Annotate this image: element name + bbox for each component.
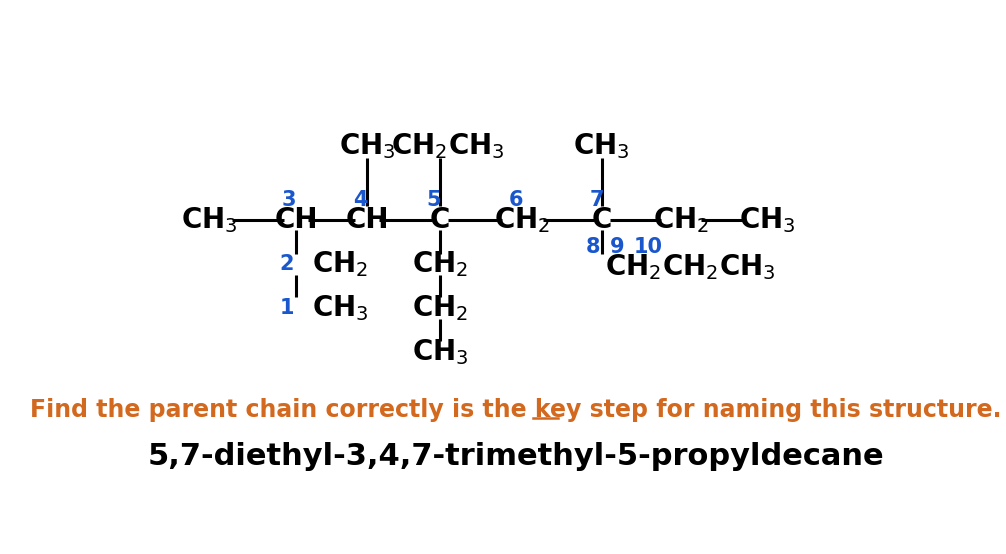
Text: CH$_3$: CH$_3$ (181, 205, 237, 234)
Text: 7: 7 (590, 189, 604, 210)
Text: CH$_3$: CH$_3$ (312, 294, 368, 323)
Text: 9: 9 (610, 238, 625, 258)
Text: CH$_3$: CH$_3$ (339, 132, 395, 161)
Text: CH$_3$: CH$_3$ (739, 205, 796, 234)
Text: CH: CH (275, 206, 318, 234)
Text: 5,7-diethyl-3,4,7-trimethyl-5-propyldecane: 5,7-diethyl-3,4,7-trimethyl-5-propyldeca… (147, 442, 884, 470)
Text: C: C (430, 206, 451, 234)
Text: CH$_2$CH$_3$: CH$_2$CH$_3$ (391, 132, 505, 161)
Text: CH$_2$: CH$_2$ (412, 249, 468, 279)
Text: 6: 6 (509, 189, 523, 210)
Text: 10: 10 (634, 238, 663, 258)
Text: CH: CH (345, 206, 388, 234)
Text: C: C (592, 206, 612, 234)
Text: CH$_2$: CH$_2$ (494, 205, 550, 234)
Text: CH$_2$: CH$_2$ (653, 205, 709, 234)
Text: 5: 5 (427, 189, 442, 210)
Text: CH$_3$: CH$_3$ (573, 132, 630, 161)
Text: CH$_3$: CH$_3$ (411, 337, 469, 367)
Text: CH$_2$: CH$_2$ (412, 294, 468, 323)
Text: 8: 8 (585, 238, 600, 258)
Text: Find the parent chain correctly is the key step for naming this structure.: Find the parent chain correctly is the k… (30, 398, 1001, 422)
Text: 3: 3 (281, 189, 296, 210)
Text: 4: 4 (353, 189, 368, 210)
Text: CH$_2$CH$_2$CH$_3$: CH$_2$CH$_2$CH$_3$ (605, 253, 776, 283)
Text: CH$_2$: CH$_2$ (312, 249, 368, 279)
Text: 2: 2 (280, 254, 294, 274)
Text: 1: 1 (280, 298, 294, 318)
